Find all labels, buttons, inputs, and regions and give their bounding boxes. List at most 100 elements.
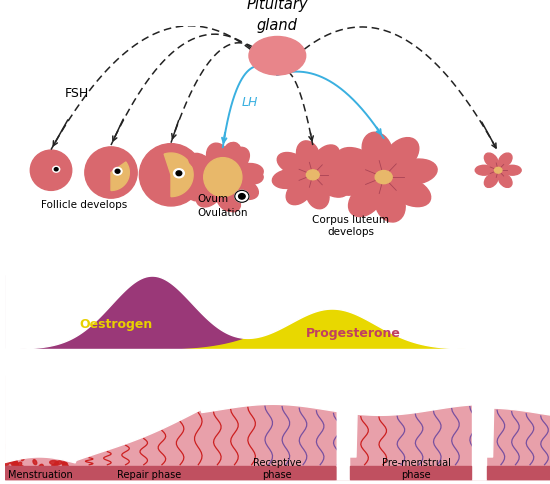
Ellipse shape <box>63 440 70 444</box>
Text: Corpus luteum
develops: Corpus luteum develops <box>312 214 389 237</box>
Ellipse shape <box>4 444 12 449</box>
Ellipse shape <box>375 171 392 184</box>
Ellipse shape <box>62 462 69 469</box>
Ellipse shape <box>13 466 18 469</box>
Circle shape <box>28 449 32 453</box>
Ellipse shape <box>494 168 502 174</box>
Circle shape <box>18 450 25 455</box>
Text: Follicle develops: Follicle develops <box>41 200 127 210</box>
Ellipse shape <box>230 164 263 183</box>
Ellipse shape <box>224 196 240 212</box>
Ellipse shape <box>277 153 308 175</box>
Text: Ovulation: Ovulation <box>197 208 248 218</box>
Circle shape <box>235 191 249 203</box>
Ellipse shape <box>349 183 383 217</box>
Text: Pre-menstrual
phase: Pre-menstrual phase <box>382 457 451 479</box>
Ellipse shape <box>45 446 47 449</box>
Ellipse shape <box>205 159 240 196</box>
Ellipse shape <box>216 184 239 212</box>
Ellipse shape <box>17 462 21 467</box>
Ellipse shape <box>54 461 62 466</box>
Ellipse shape <box>375 186 405 223</box>
Ellipse shape <box>187 155 218 178</box>
Circle shape <box>45 437 51 442</box>
Circle shape <box>24 445 28 449</box>
Circle shape <box>53 167 60 173</box>
Ellipse shape <box>224 143 240 160</box>
Circle shape <box>54 168 58 171</box>
Ellipse shape <box>306 182 329 209</box>
Ellipse shape <box>16 466 23 470</box>
Circle shape <box>66 428 70 432</box>
Ellipse shape <box>50 461 58 465</box>
Ellipse shape <box>393 160 437 185</box>
Circle shape <box>24 442 29 446</box>
Polygon shape <box>111 163 129 191</box>
Ellipse shape <box>21 457 24 461</box>
Ellipse shape <box>318 176 348 198</box>
Ellipse shape <box>196 182 222 208</box>
Ellipse shape <box>228 178 258 200</box>
Ellipse shape <box>10 465 18 470</box>
Text: Repair phase: Repair phase <box>117 469 182 479</box>
Ellipse shape <box>313 146 339 171</box>
Text: gland: gland <box>257 18 298 33</box>
Ellipse shape <box>204 158 242 197</box>
Text: Progesterone: Progesterone <box>306 327 401 340</box>
Ellipse shape <box>4 459 10 466</box>
Ellipse shape <box>60 457 65 460</box>
Ellipse shape <box>85 148 137 199</box>
Circle shape <box>33 447 40 454</box>
Ellipse shape <box>189 154 208 169</box>
Text: Menstruation: Menstruation <box>8 469 73 479</box>
Ellipse shape <box>330 170 374 196</box>
Ellipse shape <box>63 454 69 458</box>
Ellipse shape <box>13 460 18 466</box>
Ellipse shape <box>286 180 312 205</box>
Ellipse shape <box>183 172 216 191</box>
Ellipse shape <box>216 173 229 182</box>
Ellipse shape <box>296 142 320 169</box>
Ellipse shape <box>306 170 319 181</box>
Ellipse shape <box>63 454 67 457</box>
Ellipse shape <box>12 462 18 465</box>
Ellipse shape <box>10 458 14 465</box>
Circle shape <box>8 447 15 452</box>
Ellipse shape <box>485 154 498 167</box>
Ellipse shape <box>384 138 419 172</box>
Ellipse shape <box>206 164 240 191</box>
Ellipse shape <box>30 151 72 191</box>
Ellipse shape <box>14 462 19 467</box>
Ellipse shape <box>47 438 52 441</box>
Ellipse shape <box>503 166 521 176</box>
Ellipse shape <box>243 171 263 184</box>
Circle shape <box>54 451 60 456</box>
Ellipse shape <box>52 465 56 471</box>
Ellipse shape <box>498 174 512 188</box>
Ellipse shape <box>249 37 306 76</box>
Ellipse shape <box>362 133 392 169</box>
Ellipse shape <box>475 166 493 176</box>
Ellipse shape <box>337 148 377 177</box>
Ellipse shape <box>223 148 249 174</box>
Ellipse shape <box>33 460 37 465</box>
Ellipse shape <box>361 160 406 196</box>
Ellipse shape <box>207 144 229 172</box>
Ellipse shape <box>6 466 13 470</box>
Ellipse shape <box>19 446 26 452</box>
Ellipse shape <box>272 170 305 189</box>
Ellipse shape <box>20 445 28 451</box>
Ellipse shape <box>139 144 202 207</box>
Circle shape <box>239 194 245 200</box>
Text: Pituitary: Pituitary <box>246 0 308 12</box>
Ellipse shape <box>320 162 353 181</box>
Circle shape <box>62 439 68 444</box>
Circle shape <box>176 171 182 176</box>
Text: Receptive
phase: Receptive phase <box>253 457 301 479</box>
Ellipse shape <box>43 453 50 455</box>
Text: LH: LH <box>242 95 258 108</box>
Text: Ovum: Ovum <box>197 193 228 203</box>
Ellipse shape <box>9 440 13 445</box>
Circle shape <box>21 431 25 434</box>
Ellipse shape <box>62 462 67 465</box>
